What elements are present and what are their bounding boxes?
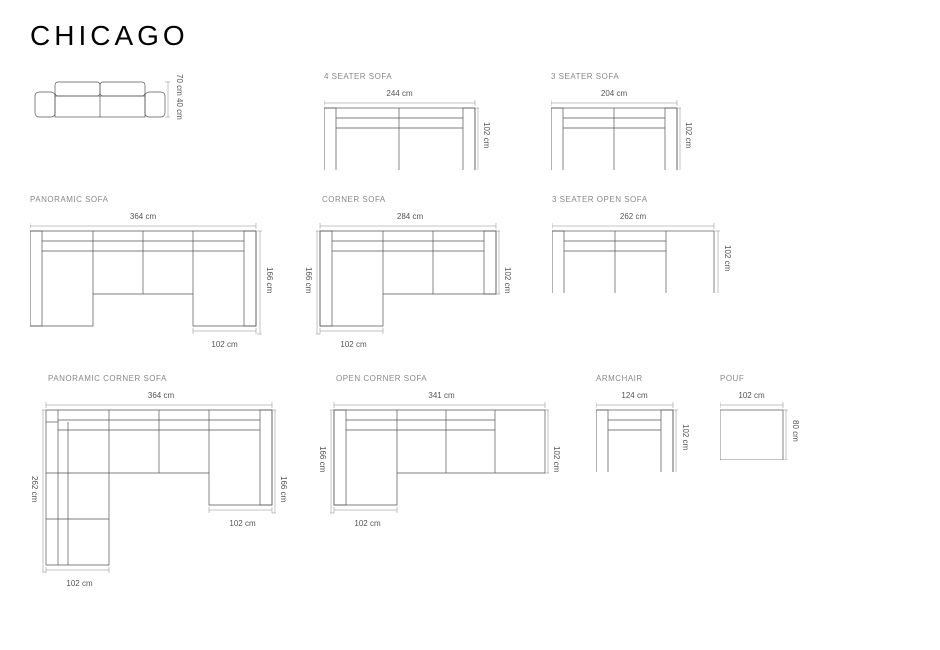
item-panoramic-corner: PANORAMIC CORNER SOFA 364 cm 262 cm <box>30 374 288 588</box>
open-corner-svg <box>330 402 549 517</box>
corner-d-full: 166 cm <box>304 267 313 293</box>
armchair-w: 124 cm <box>596 391 673 400</box>
item-frontview: 70 cm 40 cm <box>30 72 184 122</box>
pan-corner-d-full: 262 cm <box>30 476 39 502</box>
label-panoramic: PANORAMIC SOFA <box>30 195 274 204</box>
label-pouf: POUF <box>720 374 800 383</box>
3seater-open-d: 102 cm <box>723 245 732 271</box>
label-panoramic-corner: PANORAMIC CORNER SOFA <box>48 374 288 383</box>
panoramic-svg <box>30 223 262 338</box>
pouf-w: 102 cm <box>720 391 783 400</box>
item-open-corner: OPEN CORNER SOFA 341 cm 166 cm <box>318 374 561 528</box>
open-corner-d-full: 166 cm <box>318 446 327 472</box>
pouf-d: 80 cm <box>791 420 800 442</box>
open-corner-d-inner: 102 cm <box>552 446 561 472</box>
panoramic-w: 364 cm <box>30 212 256 221</box>
item-4seater: 4 SEATER SOFA 244 cm 102 cm <box>324 72 491 170</box>
item-3seater: 3 SEATER SOFA 204 cm 102 cm <box>551 72 693 170</box>
pan-corner-w: 364 cm <box>48 391 274 400</box>
4seater-svg <box>324 100 479 170</box>
label-armchair: ARMCHAIR <box>596 374 690 383</box>
frontview-h: 70 cm <box>175 74 184 96</box>
item-pouf: POUF 102 cm 80 cm <box>720 374 800 460</box>
open-corner-w: 341 cm <box>336 391 547 400</box>
label-corner: CORNER SOFA <box>322 195 512 204</box>
4seater-w: 244 cm <box>324 89 475 98</box>
panoramic-d: 166 cm <box>265 267 274 293</box>
pan-corner-chaise-w2: 102 cm <box>48 579 111 588</box>
armchair-d: 102 cm <box>681 424 690 450</box>
corner-d-inner: 102 cm <box>503 267 512 293</box>
item-armchair: ARMCHAIR 124 cm 102 cm <box>596 374 690 472</box>
pan-corner-d-inner: 166 cm <box>279 476 288 502</box>
frontview-seat-h: 40 cm <box>175 98 184 120</box>
item-3seater-open: 3 SEATER OPEN SOFA 262 cm 102 cm <box>552 195 732 293</box>
row-1: 70 cm 40 cm 4 SEATER SOFA 244 cm 102 cm <box>30 72 910 170</box>
pouf-svg <box>720 402 788 460</box>
row-3: PANORAMIC CORNER SOFA 364 cm 262 cm <box>30 374 910 588</box>
row-2: PANORAMIC SOFA 364 cm 166 cm 102 cm <box>30 195 910 349</box>
armchair-svg <box>596 402 678 472</box>
corner-svg <box>316 223 500 338</box>
label-3seater: 3 SEATER SOFA <box>551 72 693 81</box>
corner-chaise-w: 102 cm <box>322 340 385 349</box>
frontview-svg <box>30 72 170 122</box>
item-corner: CORNER SOFA 284 cm 166 cm 102 <box>304 195 512 349</box>
3seater-open-w: 262 cm <box>552 212 714 221</box>
label-4seater: 4 SEATER SOFA <box>324 72 491 81</box>
open-corner-chaise-w: 102 cm <box>336 519 399 528</box>
3seater-svg <box>551 100 681 170</box>
pan-corner-chaise-w1: 102 cm <box>211 519 274 528</box>
panoramic-chaise-w: 102 cm <box>193 340 256 349</box>
3seater-d: 102 cm <box>684 122 693 148</box>
label-3seater-open: 3 SEATER OPEN SOFA <box>552 195 732 204</box>
corner-w: 284 cm <box>322 212 498 221</box>
4seater-d: 102 cm <box>482 122 491 148</box>
3seater-w: 204 cm <box>551 89 677 98</box>
pan-corner-svg <box>42 402 276 577</box>
item-panoramic: PANORAMIC SOFA 364 cm 166 cm 102 cm <box>30 195 274 349</box>
3seater-open-svg <box>552 223 720 293</box>
page-title: CHICAGO <box>30 20 910 52</box>
label-open-corner: OPEN CORNER SOFA <box>336 374 561 383</box>
